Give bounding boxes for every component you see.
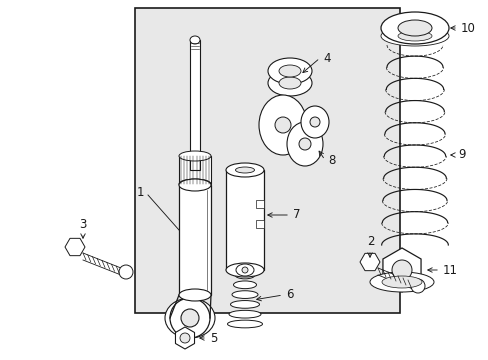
Text: 4: 4 xyxy=(323,51,330,64)
Circle shape xyxy=(180,333,190,343)
Ellipse shape xyxy=(286,122,323,166)
Bar xyxy=(190,40,200,170)
Text: 11: 11 xyxy=(442,264,457,276)
Ellipse shape xyxy=(179,179,210,189)
Bar xyxy=(135,8,399,313)
Ellipse shape xyxy=(267,70,311,96)
Ellipse shape xyxy=(380,12,448,44)
Ellipse shape xyxy=(225,163,264,177)
Circle shape xyxy=(309,117,319,127)
Ellipse shape xyxy=(397,20,431,36)
Ellipse shape xyxy=(233,281,256,289)
Circle shape xyxy=(274,117,290,133)
Circle shape xyxy=(391,260,411,280)
Text: 10: 10 xyxy=(460,22,475,35)
Ellipse shape xyxy=(301,106,328,138)
Bar xyxy=(256,200,264,208)
Circle shape xyxy=(170,298,209,338)
Text: 3: 3 xyxy=(79,218,86,231)
Ellipse shape xyxy=(179,289,210,301)
Ellipse shape xyxy=(231,291,258,298)
Ellipse shape xyxy=(179,151,210,161)
Ellipse shape xyxy=(164,298,215,338)
Ellipse shape xyxy=(190,36,200,44)
Ellipse shape xyxy=(230,301,259,308)
Ellipse shape xyxy=(228,310,261,318)
Text: 7: 7 xyxy=(292,208,300,221)
Ellipse shape xyxy=(235,167,254,173)
Bar xyxy=(256,220,264,228)
Ellipse shape xyxy=(397,31,431,41)
Ellipse shape xyxy=(225,263,264,277)
Text: 9: 9 xyxy=(457,148,465,162)
Ellipse shape xyxy=(279,65,301,77)
Circle shape xyxy=(410,279,424,293)
Ellipse shape xyxy=(380,26,448,46)
Ellipse shape xyxy=(235,271,254,279)
Ellipse shape xyxy=(279,77,301,89)
Text: 2: 2 xyxy=(366,235,374,248)
Bar xyxy=(179,156,210,184)
Ellipse shape xyxy=(267,58,311,84)
Text: 6: 6 xyxy=(285,288,293,302)
Ellipse shape xyxy=(236,264,253,276)
Ellipse shape xyxy=(259,95,306,155)
Bar xyxy=(179,185,210,295)
Circle shape xyxy=(181,309,199,327)
Circle shape xyxy=(242,267,247,273)
Ellipse shape xyxy=(227,320,262,328)
Bar xyxy=(225,170,264,270)
Ellipse shape xyxy=(381,276,421,288)
Ellipse shape xyxy=(369,272,433,292)
Circle shape xyxy=(298,138,310,150)
Text: 1: 1 xyxy=(136,186,143,199)
Text: 8: 8 xyxy=(327,153,335,166)
Circle shape xyxy=(119,265,133,279)
Ellipse shape xyxy=(179,179,210,191)
Text: 5: 5 xyxy=(209,332,217,345)
